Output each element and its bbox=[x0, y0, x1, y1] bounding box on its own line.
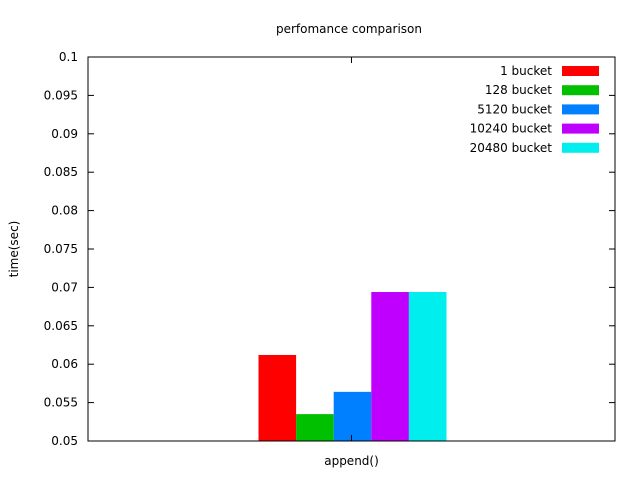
bar-128-bucket bbox=[296, 414, 334, 441]
plot-frame bbox=[87, 56, 616, 442]
y-tick-label: 0.085 bbox=[44, 165, 78, 179]
legend-swatch bbox=[562, 123, 599, 134]
legend-label: 10240 bucket bbox=[470, 122, 553, 136]
legend-swatch bbox=[562, 142, 599, 153]
legend-swatch bbox=[562, 66, 599, 76]
legend-swatch bbox=[562, 104, 599, 115]
legend-label: 128 bucket bbox=[485, 83, 552, 97]
x-axis-ticks: append() bbox=[324, 57, 379, 468]
legend: 1 bucket 128 bucket 5120 bucket 10240 bucke… bbox=[470, 64, 599, 155]
y-tick-label: 0.095 bbox=[44, 88, 78, 102]
bar-5120-bucket bbox=[333, 391, 372, 441]
bars-group bbox=[258, 292, 447, 441]
y-tick-label: 0.075 bbox=[44, 242, 78, 256]
legend-label: 1 bucket bbox=[500, 64, 552, 78]
legend-label: 5120 bucket bbox=[477, 102, 552, 116]
y-tick-label: 0.09 bbox=[51, 127, 78, 141]
y-tick-label: 0.065 bbox=[44, 319, 78, 333]
y-tick-label: 0.1 bbox=[59, 50, 78, 64]
y-tick-label: 0.07 bbox=[51, 280, 78, 294]
chart-title: perfomance comparison bbox=[276, 22, 422, 36]
bar-1-bucket bbox=[258, 354, 297, 441]
y-tick-label: 0.05 bbox=[51, 434, 78, 448]
x-tick-label: append() bbox=[324, 454, 379, 468]
y-tick-label: 0.06 bbox=[51, 357, 78, 371]
y-tick-label: 0.055 bbox=[44, 396, 78, 410]
y-axis-label: time(sec) bbox=[7, 221, 21, 278]
bar-20480-bucket bbox=[408, 292, 447, 441]
y-tick-label: 0.08 bbox=[51, 204, 78, 218]
bar-10240-bucket bbox=[371, 292, 409, 441]
legend-label: 20480 bucket bbox=[470, 141, 553, 155]
legend-swatch bbox=[562, 85, 599, 96]
y-axis-ticks: 0.05 0.055 0.06 0.065 0.07 0.075 0.08 0.085 0.09… bbox=[44, 50, 615, 448]
